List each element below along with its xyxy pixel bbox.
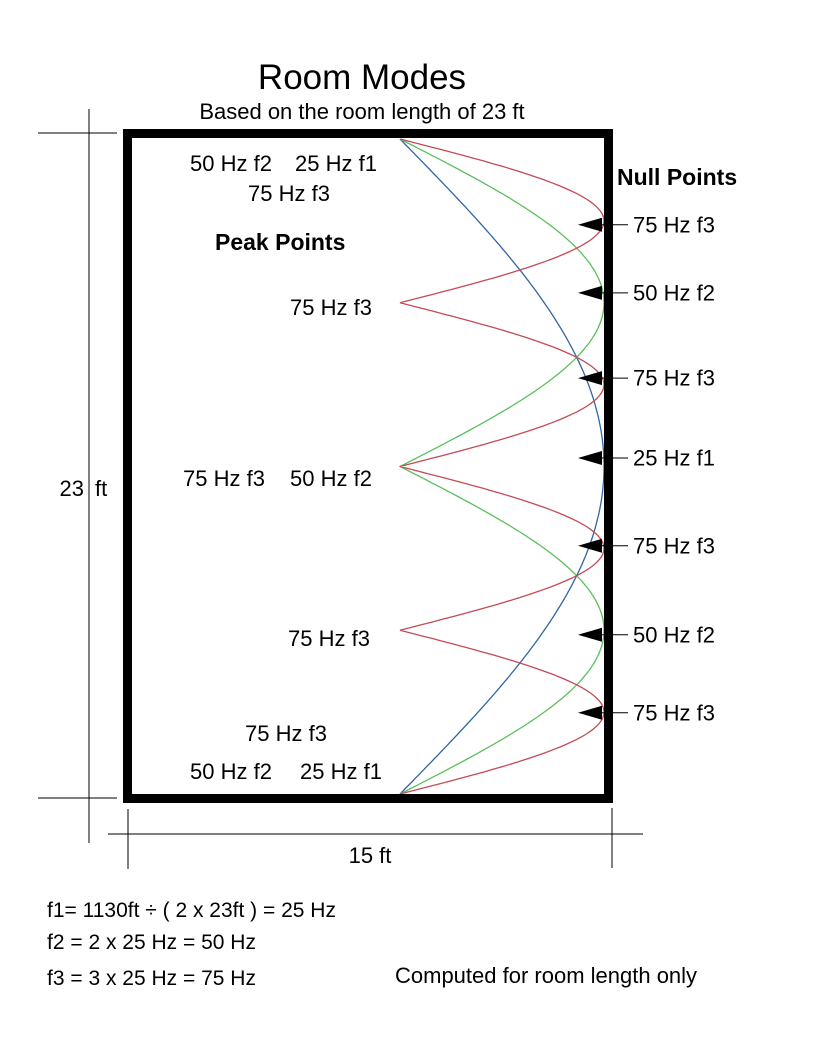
- peak-point-label: 50 Hz f2: [290, 466, 372, 491]
- peak-point-label: 75 Hz f3: [290, 295, 372, 320]
- page-subtitle: Based on the room length of 23 ft: [199, 99, 524, 124]
- null-point-label: 25 Hz f1: [633, 446, 715, 471]
- peak-point-label: 25 Hz f1: [295, 151, 377, 176]
- left-arrowhead-icon: [578, 217, 602, 232]
- peak-point-label: 75 Hz f3: [248, 181, 330, 206]
- null-point-label: 75 Hz f3: [633, 212, 715, 237]
- left-arrowhead-icon: [578, 285, 602, 300]
- length-value: 23: [60, 476, 84, 501]
- null-point-label: 50 Hz f2: [633, 622, 715, 647]
- mode-curve-f2: [398, 138, 605, 795]
- page-title: Room Modes: [258, 58, 466, 97]
- peak-point-label: 75 Hz f3: [245, 721, 327, 746]
- mode-curve-f3: [399, 138, 605, 795]
- peak-point-label: 75 Hz f3: [183, 466, 265, 491]
- peak-point-label: 50 Hz f2: [190, 759, 272, 784]
- length-unit: ft: [95, 476, 107, 501]
- null-points-heading: Null Points: [617, 164, 737, 190]
- null-points-group: 75 Hz f3 50 Hz f2 75 Hz f3 25 Hz f1 75 Hz f3…: [578, 212, 715, 725]
- width-dimension: 15 ft: [108, 808, 643, 869]
- left-arrowhead-icon: [578, 627, 602, 642]
- peak-point-label: 50 Hz f2: [190, 151, 272, 176]
- left-arrowhead-icon: [578, 538, 602, 553]
- formula-f3: f3 = 3 x 25 Hz = 75 Hz: [47, 967, 256, 990]
- width-label: 15 ft: [349, 843, 392, 868]
- peak-point-label: 25 Hz f1: [300, 759, 382, 784]
- formula-f1: f1= 1130ft ÷ ( 2 x 23ft ) = 25 Hz: [47, 899, 336, 922]
- formula-f2: f2 = 2 x 25 Hz = 50 Hz: [47, 931, 256, 954]
- length-dimension: 23 ft: [38, 109, 117, 843]
- left-arrowhead-icon: [578, 705, 602, 720]
- left-arrowhead-icon: [578, 451, 602, 465]
- null-point-label: 75 Hz f3: [633, 700, 715, 725]
- null-point-label: 75 Hz f3: [633, 366, 715, 391]
- null-point-label: 50 Hz f2: [633, 280, 715, 305]
- peak-point-label: 75 Hz f3: [288, 626, 370, 651]
- null-point-label: 75 Hz f3: [633, 533, 715, 558]
- footnote: Computed for room length only: [395, 963, 697, 988]
- room-outline: [123, 129, 613, 803]
- mode-curve-f1: [399, 138, 605, 795]
- peak-points-heading: Peak Points: [215, 229, 345, 255]
- left-arrowhead-icon: [578, 371, 602, 386]
